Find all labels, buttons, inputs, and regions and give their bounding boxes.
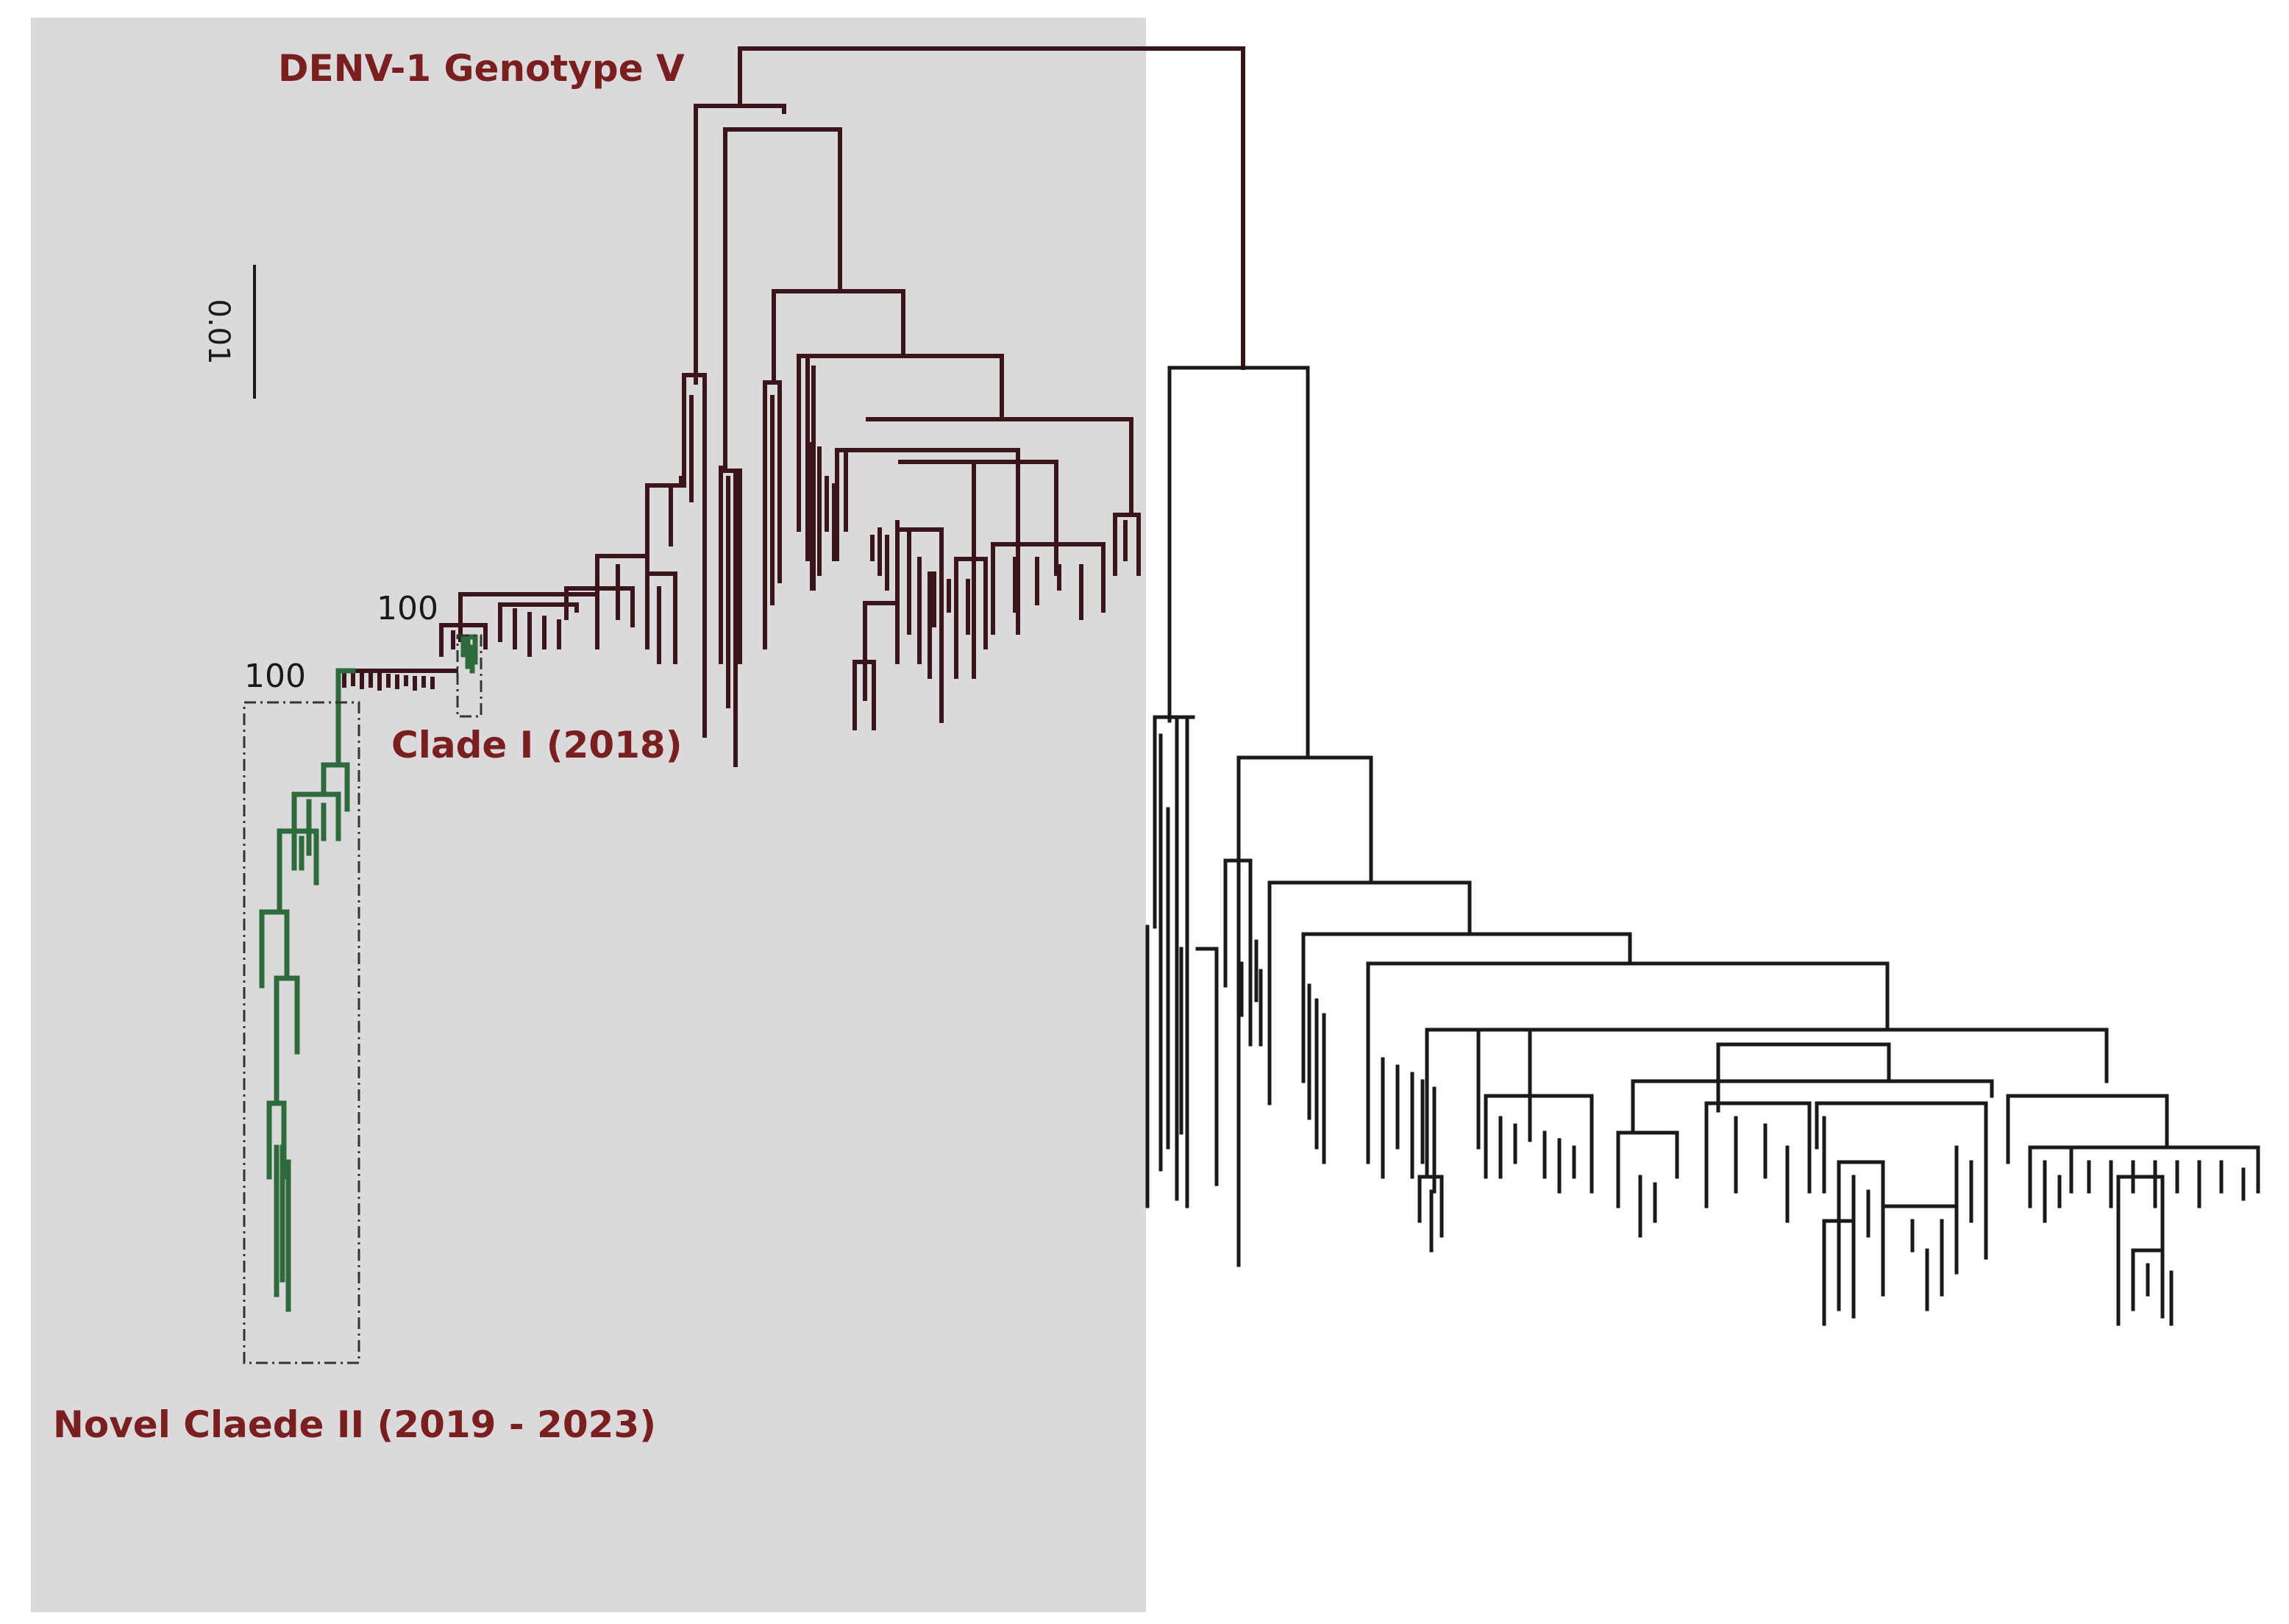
genotype-v-branch-15	[645, 571, 677, 664]
clade-ii-branch-2	[321, 762, 350, 812]
clade-ii-branch-6	[274, 975, 300, 1106]
other-branch-3	[1158, 733, 1219, 1186]
genotype-v-branch-29	[810, 442, 822, 591]
genotype-v-branch-10	[835, 448, 848, 561]
other-genotypes-subtree	[1145, 366, 2260, 1326]
clade-ii-branch-9	[460, 634, 478, 674]
other-branch-36	[1366, 1042, 1414, 1179]
other-branch-8	[1267, 880, 1632, 1105]
genotype-v-branch-19	[458, 592, 599, 642]
genotype-v-branch-0	[738, 46, 1245, 370]
other-branch-22	[1704, 1101, 1812, 1208]
other-branch-14	[1425, 1028, 1532, 1179]
other-branch-34	[2131, 1248, 2165, 1319]
other-branch-30	[2006, 1094, 2169, 1164]
clade-i-dashed-box	[456, 634, 483, 718]
genotype-v-branch-22	[719, 466, 742, 767]
bootstrap-value-clade-ii: 100	[244, 658, 306, 695]
other-branch-32	[2072, 1145, 2260, 1208]
other-branch-31	[2028, 1145, 2073, 1223]
genotype-v-highlight-region	[31, 18, 1146, 1612]
genotype-v-branch-9	[972, 461, 1058, 679]
other-branch-4	[1236, 755, 1373, 885]
other-branch-1	[1167, 366, 1189, 1208]
genotype-v-branch-20	[439, 623, 488, 657]
genotype-v-branch-21	[342, 669, 458, 691]
genotype-v-branch-2	[694, 104, 727, 473]
genotype-v-branch-27	[1113, 513, 1141, 576]
other-branch-21	[1616, 1130, 1679, 1238]
other-branch-5	[1223, 755, 1253, 1267]
genotype-v-branch-1	[694, 104, 786, 114]
genotype-v-branch-24	[852, 601, 900, 730]
other-branch-24	[1815, 1101, 1988, 1260]
other-branch-25	[1837, 1160, 1885, 1311]
bootstrap-value-clade-i: 100	[377, 590, 438, 627]
clade-ii-branch-5	[259, 909, 290, 989]
genotype-v-branch-13	[682, 373, 707, 738]
other-branch-7	[1267, 880, 1472, 936]
other-branch-2	[1145, 715, 1195, 1208]
other-branch-17	[1484, 1094, 1594, 1179]
genotype-v-branch-30	[825, 476, 836, 561]
genotype-v-branch-5	[772, 289, 1004, 421]
clade-i-label: Clade I (2018)	[391, 724, 683, 766]
genotype-v-branch-31	[870, 527, 889, 591]
clade-ii-branch-8	[274, 1144, 291, 1312]
other-branch-20	[1716, 1042, 1891, 1113]
other-branch-10	[1366, 961, 1890, 1032]
genotype-v-branch-18	[498, 602, 579, 657]
genotype-v-label: DENV-1 Genotype V	[278, 47, 685, 90]
other-branch-9	[1301, 932, 1326, 1164]
clade-ii-dashed-box	[243, 701, 360, 1364]
other-branch-23	[1785, 1145, 1812, 1223]
genotype-v-branch-16	[595, 554, 649, 649]
genotype-v-branch-4	[772, 289, 905, 358]
other-branch-15	[1420, 1079, 1532, 1194]
genotype-v-branch-26	[991, 542, 1106, 635]
scale-bar-label: 0.01	[202, 299, 235, 364]
other-branch-18	[1542, 1130, 1594, 1194]
genotype-v-branch-6	[866, 417, 1133, 517]
other-branch-27	[1881, 1204, 1959, 1297]
novel-clade-ii-subtree	[259, 634, 478, 1312]
genotype-v-branch-3	[723, 127, 842, 293]
clade-ii-label: Novel Claede II (2019 - 2023)	[53, 1403, 656, 1446]
other-branch-12	[1476, 1028, 2109, 1083]
other-branch-26	[1822, 1219, 1856, 1326]
other-branch-0	[1167, 366, 1310, 760]
genotype-v-branch-23	[895, 520, 944, 723]
other-branch-6	[1239, 939, 1263, 1047]
other-branch-29	[1954, 1145, 1988, 1223]
genotype-v-subtree	[342, 46, 1245, 767]
other-branch-16	[1417, 1175, 1444, 1253]
other-branch-28	[1925, 1248, 1944, 1311]
other-branch-19	[1631, 1079, 1994, 1135]
genotype-v-branch-28	[763, 380, 782, 649]
other-branch-35	[2160, 1263, 2174, 1326]
genotype-v-branch-32	[917, 571, 951, 627]
genotype-v-branch-7	[835, 448, 1020, 466]
clade-ii-branch-4	[277, 828, 319, 915]
genotype-v-branch-25	[954, 557, 988, 679]
